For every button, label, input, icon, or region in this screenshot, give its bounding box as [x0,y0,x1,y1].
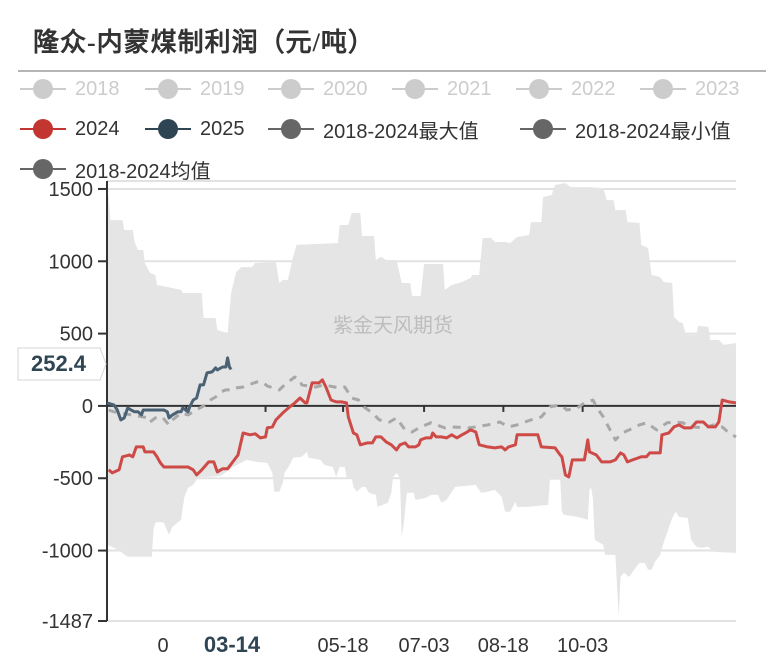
pointer-tag-shape [17,347,107,381]
x-axis-label: 08-18 [478,635,529,657]
legend-label: 2024 [75,117,120,140]
legend-line-circle-icon [145,119,191,139]
y-axis-label: 1000 [49,251,94,273]
series-2025-line[interactable] [106,356,233,422]
legend-line-circle-icon [516,79,562,99]
min-max-band [107,183,736,617]
y-axis-label: 1500 [49,179,94,201]
series-mean-line[interactable] [108,375,737,442]
legend-item-mean[interactable]: 2018-2024均值 [20,154,211,184]
legend-item-2023[interactable]: 2023 [640,74,740,104]
legend-label: 2025 [200,117,245,140]
legend-item-max[interactable]: 2018-2024最大值 [268,114,479,144]
legend-item-2020[interactable]: 2020 [268,74,368,104]
x-axis-label: 0 [157,635,168,657]
legend-label: 2023 [695,77,740,100]
legend-line-circle-icon [20,159,66,179]
legend-label: 2018-2024最大值 [323,120,479,143]
watermark-text: 紫金天风期货 [333,313,453,337]
legend-item-2024[interactable]: 2024 [20,114,120,144]
legend-label: 2018-2024均值 [75,160,211,183]
legend-line-circle-icon [145,79,191,99]
y-axis-label: -1000 [42,541,93,563]
legend-line-circle-icon [268,119,314,139]
legend-line-circle-icon [268,79,314,99]
x-axis-label: 05-18 [318,635,369,657]
legend-label: 2020 [323,77,368,100]
legend-label: 2019 [200,77,245,100]
y-axis-label: 0 [82,396,93,418]
y-axis-label: -500 [53,468,93,490]
y-axis-pointer-label: 252.4 [17,347,107,381]
series-2024-line[interactable] [107,378,737,479]
legend-item-2019[interactable]: 2019 [145,74,245,104]
x-axis-label: 07-03 [399,635,450,657]
y-axis-label: 500 [60,324,93,346]
legend-line-circle-icon [520,119,566,139]
legend-label: 2018-2024最小值 [575,120,731,143]
legend-item-2018[interactable]: 2018 [20,74,120,104]
legend-label: 2022 [571,77,616,100]
legend-line-circle-icon [20,119,66,139]
legend-item-2021[interactable]: 2021 [392,74,492,104]
legend-label: 2021 [447,77,492,100]
legend-item-2022[interactable]: 2022 [516,74,616,104]
title-divider [18,70,766,72]
legend-line-circle-icon [20,79,66,99]
y-pointer-value: 252.4 [30,351,87,376]
legend-line-circle-icon [640,79,686,99]
legend-label: 2018 [75,77,120,100]
chart-title: 隆众-内蒙煤制利润（元/吨） [33,28,375,57]
legend-item-min[interactable]: 2018-2024最小值 [520,114,731,144]
x-axis-pointer-label: 03-14 [192,628,272,662]
legend-item-2025[interactable]: 2025 [145,114,245,144]
y-axis-label: -1487 [42,611,93,633]
x-axis-label: 10-03 [557,635,608,657]
legend-line-circle-icon [392,79,438,99]
